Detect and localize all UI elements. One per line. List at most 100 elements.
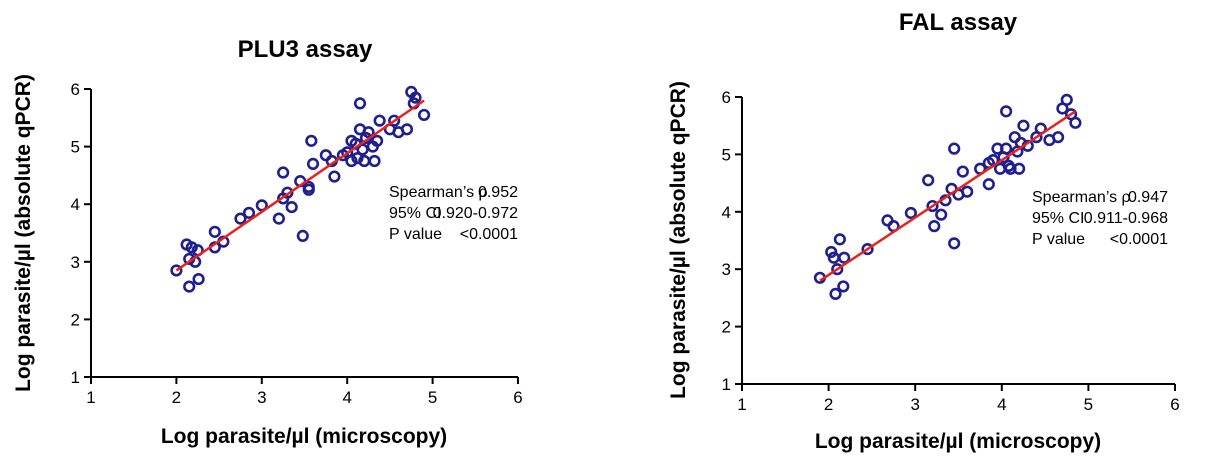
- data-point: [961, 185, 974, 198]
- x-tick-label: 5: [1084, 395, 1093, 414]
- stat-label: 95% CI: [389, 205, 441, 222]
- y-tick-label: 3: [71, 253, 80, 272]
- y-tick-label: 4: [71, 195, 80, 214]
- data-point: [838, 251, 851, 264]
- chart-title: FAL assay: [899, 9, 1018, 36]
- data-point: [904, 206, 917, 220]
- x-tick-label: 4: [342, 388, 351, 407]
- data-point: [922, 174, 935, 187]
- chart-1: PLU3 assay 1 2 3 4 5 6 1 2 3 4 5 6 Log parasite/µl (m…: [12, 36, 523, 448]
- x-axis-label: Log parasite/µl (microscopy): [161, 425, 447, 448]
- y-tick-label: 1: [722, 375, 731, 394]
- regression-line: [175, 99, 425, 272]
- data-point: [417, 108, 431, 122]
- x-tick-label: 5: [428, 388, 437, 407]
- y-tick-label: 4: [722, 203, 731, 222]
- data-point: [935, 208, 948, 221]
- data-point: [1069, 116, 1082, 129]
- x-tick-label: 4: [997, 395, 1006, 414]
- data-point: [373, 114, 386, 127]
- data-point: [255, 199, 268, 212]
- y-tick-label: 2: [71, 310, 80, 329]
- data-point: [353, 97, 367, 110]
- y-tick-label: 6: [722, 88, 731, 107]
- x-tick-label: 2: [172, 388, 181, 407]
- data-point: [170, 264, 183, 277]
- data-point: [400, 123, 414, 136]
- chart-title: PLU3 assay: [238, 36, 373, 63]
- data-point: [1017, 119, 1030, 132]
- data-point: [183, 280, 196, 293]
- data-point: [948, 142, 961, 155]
- data-point: [242, 206, 256, 219]
- data-point: [208, 225, 221, 238]
- data-point: [837, 280, 850, 293]
- y-tick-label: 5: [71, 138, 80, 157]
- data-point: [948, 237, 961, 250]
- data-point: [926, 199, 939, 213]
- data-point: [192, 272, 205, 286]
- data-point: [928, 220, 941, 233]
- data-point: [281, 186, 294, 199]
- data-point: [370, 134, 384, 147]
- x-tick-label: 2: [824, 395, 833, 414]
- x-tick-label: 3: [257, 388, 266, 407]
- data-point: [956, 165, 969, 178]
- data-point: [345, 154, 358, 168]
- x-axis-label: Log parasite/µl (microscopy): [815, 430, 1101, 453]
- x-tick-label: 6: [513, 388, 522, 407]
- data-point: [825, 245, 838, 259]
- stat-value: <0.0001: [460, 226, 518, 243]
- chart-2: FAL assay 1 2 3 4 5 6 1 2 3 4 5 6 Log parasite/µl (mi…: [667, 9, 1180, 453]
- y-tick-label: 6: [71, 80, 80, 99]
- stat-label: Spearman’s ρ: [1032, 189, 1131, 206]
- stat-value: 0.947: [1128, 189, 1168, 206]
- regression-line: [819, 110, 1077, 282]
- y-tick-label: 5: [722, 145, 731, 164]
- data-point: [356, 143, 369, 156]
- stat-label: Spearman’s ρ: [389, 184, 488, 201]
- data-point: [388, 114, 401, 127]
- x-tick-label: 6: [1170, 395, 1179, 414]
- y-tick-label: 1: [71, 368, 80, 387]
- data-point: [829, 287, 842, 300]
- data-point: [1000, 142, 1013, 155]
- data-point: [305, 134, 318, 147]
- data-point: [272, 212, 285, 225]
- y-axis-label: Log parasite/µl (absolute qPCR): [12, 74, 35, 392]
- data-point: [306, 157, 320, 170]
- data-point: [185, 241, 198, 254]
- stat-value: 0.952: [478, 184, 518, 201]
- x-tick-label: 3: [910, 395, 919, 414]
- data-point: [833, 233, 846, 246]
- y-tick-label: 2: [722, 318, 731, 337]
- data-point: [1060, 93, 1073, 106]
- data-point: [302, 183, 315, 196]
- stat-label: 95% CI: [1032, 210, 1084, 227]
- data-point: [285, 200, 298, 214]
- data-point: [1051, 131, 1065, 144]
- data-point: [296, 229, 309, 242]
- data-point: [409, 91, 422, 104]
- x-tick-label: 1: [86, 388, 95, 407]
- stat-value: 0.920-0.972: [433, 205, 519, 222]
- data-point: [234, 212, 247, 225]
- stat-label: P value: [1032, 231, 1085, 248]
- y-axis-label: Log parasite/µl (absolute qPCR): [667, 81, 690, 399]
- data-point: [1000, 105, 1013, 118]
- data-point: [328, 170, 341, 183]
- data-point: [362, 126, 375, 139]
- data-point: [277, 166, 290, 179]
- data-point: [1013, 162, 1026, 175]
- stat-value: 0.911-0.968: [1084, 210, 1168, 227]
- stat-value: <0.0001: [1110, 231, 1168, 248]
- data-point: [368, 154, 381, 168]
- data-point: [351, 152, 364, 165]
- x-tick-label: 1: [737, 395, 746, 414]
- data-point: [831, 263, 844, 276]
- stat-label: P value: [389, 226, 442, 243]
- data-point: [982, 178, 995, 191]
- y-tick-label: 3: [722, 260, 731, 279]
- data-point: [861, 243, 874, 256]
